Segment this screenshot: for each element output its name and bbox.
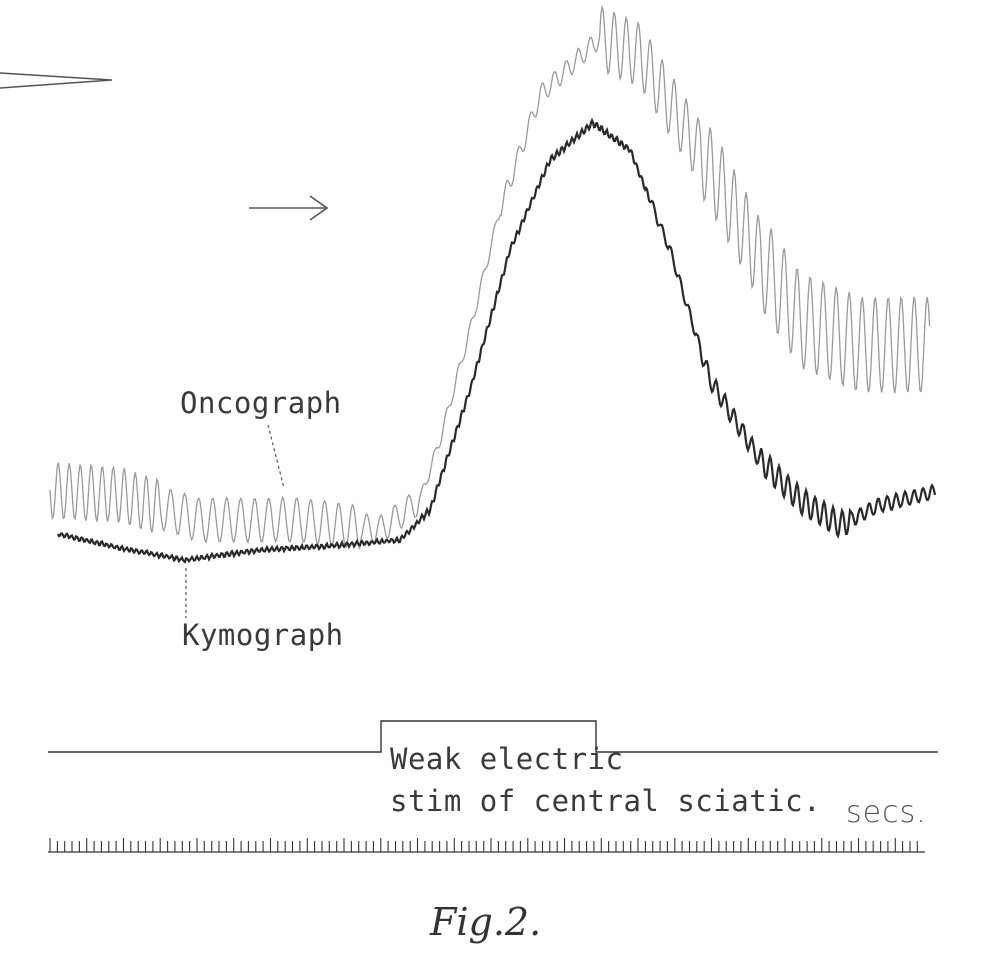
secs-label: secs. [846, 795, 927, 830]
stimulus-label-line1: Weak electric [390, 742, 623, 776]
pointer-wedge-icon [0, 73, 112, 88]
arrow-right-icon [249, 196, 327, 220]
time-marker-ticks [50, 838, 917, 852]
oncograph-label: Oncograph [180, 386, 342, 420]
kymograph-label: Kymograph [182, 618, 344, 652]
oncograph-trace [50, 7, 930, 549]
stimulus-label-line2: stim of central sciatic. [390, 784, 821, 818]
figure-caption: Fig.2. [430, 900, 541, 944]
oncograph-leader-line [268, 425, 284, 488]
kymograph-trace [58, 120, 935, 562]
